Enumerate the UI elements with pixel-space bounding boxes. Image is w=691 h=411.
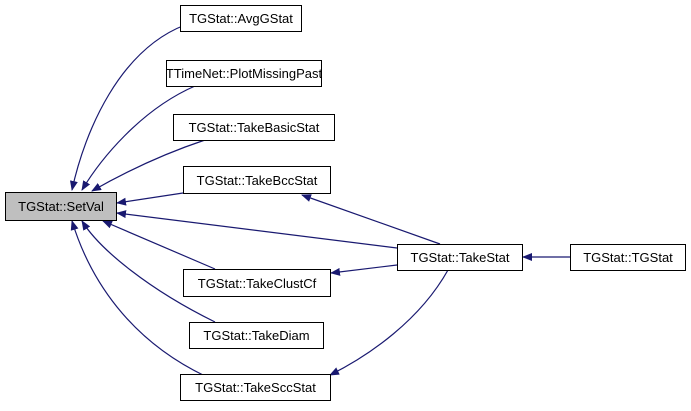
edge-takediam-setval <box>81 220 216 323</box>
node-setval: TGStat::SetVal <box>5 192 117 221</box>
node-takediam[interactable]: TGStat::TakeDiam <box>189 322 324 349</box>
edge-takestat-setval <box>116 210 398 249</box>
node-takebccstat[interactable]: TGStat::TakeBccStat <box>183 166 331 194</box>
edge-takeclustcf-setval <box>102 220 216 270</box>
node-takeclustcf[interactable]: TGStat::TakeClustCf <box>183 269 331 297</box>
node-avggstat[interactable]: TGStat::AvgGStat <box>180 5 302 32</box>
edge-plotmissingpast-setval <box>81 85 196 191</box>
edge-takebasicstat-setval <box>91 139 206 192</box>
node-tgstat[interactable]: TGStat::TGStat <box>570 244 686 271</box>
node-plotmissingpast[interactable]: TTimeNet::PlotMissingPast <box>166 60 322 87</box>
node-takesccstat[interactable]: TGStat::TakeSccStat <box>180 374 331 401</box>
node-takestat[interactable]: TGStat::TakeStat <box>397 244 523 271</box>
edge-avggstat-setval <box>69 24 186 191</box>
edge-takesccstat-setval <box>70 220 206 377</box>
edge-takebccstat-setval <box>116 192 184 206</box>
edge-takestat-takesccstat <box>329 269 449 376</box>
edge-takestat-takeclustcf <box>330 264 398 276</box>
edge-takestat-takebccstat <box>301 194 441 245</box>
node-takebasicstat[interactable]: TGStat::TakeBasicStat <box>173 114 335 141</box>
